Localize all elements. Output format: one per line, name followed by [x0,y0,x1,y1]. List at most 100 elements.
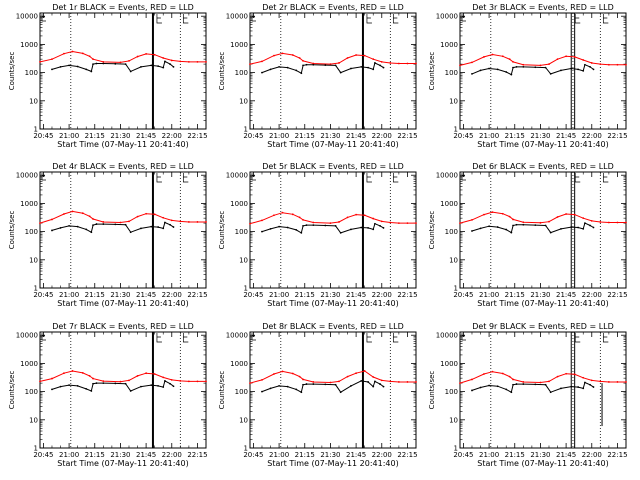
data-point-events [269,68,272,71]
data-point-events [278,65,280,68]
y-tick-label: 1 [34,285,38,293]
data-point-events [549,391,552,394]
x-tick-label: 21:45 [556,291,576,299]
data-point-events [302,383,304,386]
y-tick-label: 1000 [440,360,458,368]
data-point-events [164,379,166,382]
segment-bracket-mark [156,173,162,183]
segment-bracket-mark [366,173,372,183]
data-point-lld [483,373,485,375]
data-point-events [512,66,514,69]
y-tick-label: 1 [244,445,248,453]
data-point-lld [329,222,332,225]
data-point-events [584,222,586,225]
x-tick-label: 21:00 [269,291,289,299]
data-point-lld [616,63,619,66]
data-point-events [102,382,105,385]
data-point-events [360,226,363,229]
data-point-events [150,384,153,387]
data-point-lld [508,375,511,378]
data-point-lld [51,377,53,380]
data-point-lld [170,219,173,222]
data-point-lld [102,380,105,383]
data-point-lld [372,217,375,220]
y-tick-label: 10000 [226,13,248,21]
x-axis-label: Start Time (07-May-11 20:41:40) [57,140,188,149]
data-point-lld [459,222,461,225]
segment-bracket-mark [366,14,372,24]
data-point-events [382,227,385,229]
data-point-lld [483,56,485,58]
y-tick-label: 10000 [226,172,248,180]
data-point-lld [136,55,139,58]
data-point-events [312,63,315,66]
data-point-events [372,68,375,71]
x-tick-label: 21:45 [136,291,156,299]
data-point-events [114,62,117,65]
y-tick-label: 10000 [436,332,458,340]
data-point-events [129,231,132,234]
plot-frame [249,12,417,130]
data-point-lld [607,63,610,66]
y-tick-label: 1 [244,285,248,293]
segment-bracket-mark [574,333,581,343]
segment-bracket-mark [392,14,399,24]
data-point-lld [162,57,165,59]
data-point-lld [51,58,53,61]
data-point-lld [302,60,304,62]
data-point-lld [187,60,190,63]
data-point-lld [363,370,366,372]
y-tick-label: 10 [29,97,38,105]
data-point-lld [355,372,358,375]
data-point-events [577,226,579,229]
data-point-events [496,68,499,71]
data-point-events [300,391,303,394]
data-point-lld [291,213,294,216]
panel-title: Det 3r BLACK = Events, RED = LLD [472,3,614,12]
data-point-lld [491,370,494,373]
y-tick-label: 1000 [20,200,38,208]
y-tick-label: 10 [449,416,458,424]
y-tick-label: 1000 [440,200,458,208]
x-tick-label: 22:15 [187,132,207,140]
data-point-lld [298,216,301,219]
segment-bracket-mark [41,173,46,181]
data-point-lld [556,375,559,378]
data-point-events [471,72,473,75]
data-point-events [312,383,315,385]
data-point-lld [491,211,494,214]
data-point-lld [273,373,275,375]
data-point-lld [205,380,207,383]
data-point-lld [128,60,130,62]
data-point-events [577,386,579,388]
data-point-lld [539,381,542,384]
segment-bracket-mark [41,333,46,341]
data-point-lld [119,380,122,383]
x-tick-label: 22:15 [397,451,417,459]
chart-panel-5: Det 5r BLACK = Events, RED = LLD 1 10 100 10… [218,162,418,308]
series-line-events [471,64,594,76]
x-tick-label: 22:00 [162,291,182,299]
data-point-events [360,379,363,382]
data-point-events [544,383,547,386]
data-point-lld [573,213,576,216]
x-tick-label: 22:15 [607,132,627,140]
x-axis-label: Start Time (07-May-11 20:41:40) [267,299,398,308]
series-line-events [51,60,174,73]
data-point-events [59,227,62,229]
data-point-lld [39,380,41,383]
data-point-events [534,383,537,386]
data-point-events [302,64,304,67]
segment-bracket-mark [461,14,466,22]
data-point-lld [205,221,207,223]
y-tick-label: 10000 [436,172,458,180]
data-point-events [496,385,499,388]
data-point-lld [406,381,409,383]
data-point-events [350,384,352,387]
data-point-lld [389,62,392,64]
data-point-lld [397,62,400,65]
data-point-lld [573,56,576,58]
data-point-events [169,63,171,66]
data-point-events [479,227,482,230]
